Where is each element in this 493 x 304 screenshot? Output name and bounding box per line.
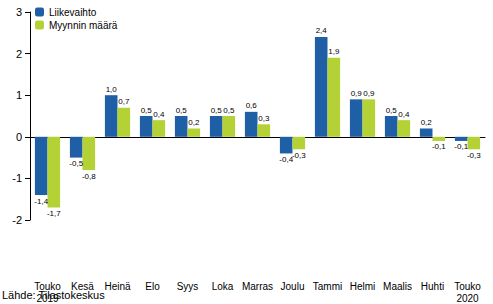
svg-text:-2: -2 [12, 214, 22, 226]
svg-text:1,0: 1,0 [106, 85, 118, 94]
svg-text:2,4: 2,4 [316, 26, 328, 35]
svg-text:-0,1: -0,1 [432, 142, 446, 151]
svg-text:Liikevaihto: Liikevaihto [49, 7, 97, 18]
svg-text:2019: 2019 [36, 293, 59, 304]
svg-text:-1,4: -1,4 [34, 197, 48, 206]
svg-text:Tammi: Tammi [313, 281, 342, 292]
svg-text:Kesä: Kesä [71, 281, 94, 292]
svg-text:0,2: 0,2 [188, 118, 200, 127]
svg-text:0,3: 0,3 [258, 114, 270, 123]
svg-text:Marras: Marras [242, 281, 273, 292]
svg-text:0: 0 [16, 131, 22, 143]
svg-text:Maalis: Maalis [383, 281, 412, 292]
svg-text:0,9: 0,9 [363, 89, 375, 98]
svg-text:-0,8: -0,8 [82, 172, 96, 181]
svg-text:0,6: 0,6 [246, 101, 258, 110]
svg-text:2020: 2020 [456, 293, 479, 304]
svg-text:-1,7: -1,7 [47, 209, 61, 218]
svg-text:Elo: Elo [145, 281, 160, 292]
svg-text:0,5: 0,5 [386, 106, 398, 115]
svg-text:0,4: 0,4 [153, 110, 165, 119]
svg-text:0,4: 0,4 [398, 110, 410, 119]
svg-text:Joulu: Joulu [281, 281, 305, 292]
svg-text:0,2: 0,2 [421, 118, 433, 127]
svg-text:-0,3: -0,3 [467, 151, 481, 160]
svg-text:0,7: 0,7 [118, 97, 130, 106]
svg-text:3: 3 [16, 6, 22, 18]
svg-text:1: 1 [16, 89, 22, 101]
svg-text:0,5: 0,5 [176, 106, 188, 115]
svg-text:Myynnin määrä: Myynnin määrä [49, 20, 118, 31]
svg-text:2: 2 [16, 48, 22, 60]
svg-text:-0,3: -0,3 [292, 151, 306, 160]
svg-text:Touko: Touko [34, 281, 61, 292]
svg-text:0,5: 0,5 [141, 106, 153, 115]
svg-text:Huhti: Huhti [421, 281, 444, 292]
svg-text:Loka: Loka [212, 281, 234, 292]
svg-text:-0,1: -0,1 [454, 142, 469, 152]
svg-text:0,5: 0,5 [223, 106, 235, 115]
svg-text:-1: -1 [12, 172, 22, 184]
svg-text:0,9: 0,9 [351, 89, 363, 98]
svg-text:Helmi: Helmi [350, 281, 376, 292]
svg-text:0,5: 0,5 [211, 106, 223, 115]
svg-text:Touko: Touko [454, 281, 481, 292]
svg-text:Heinä: Heinä [104, 281, 131, 292]
svg-text:1,9: 1,9 [328, 47, 340, 56]
svg-text:-0,5: -0,5 [69, 159, 83, 168]
svg-text:Syys: Syys [177, 281, 199, 292]
svg-text:-0,4: -0,4 [279, 154, 294, 164]
